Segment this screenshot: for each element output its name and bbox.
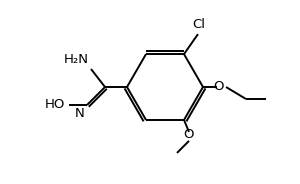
Text: O: O bbox=[214, 81, 224, 93]
Text: O: O bbox=[184, 128, 194, 141]
Text: Cl: Cl bbox=[193, 18, 206, 31]
Text: HO: HO bbox=[45, 98, 65, 112]
Text: H₂N: H₂N bbox=[64, 53, 89, 66]
Text: N: N bbox=[75, 107, 85, 120]
